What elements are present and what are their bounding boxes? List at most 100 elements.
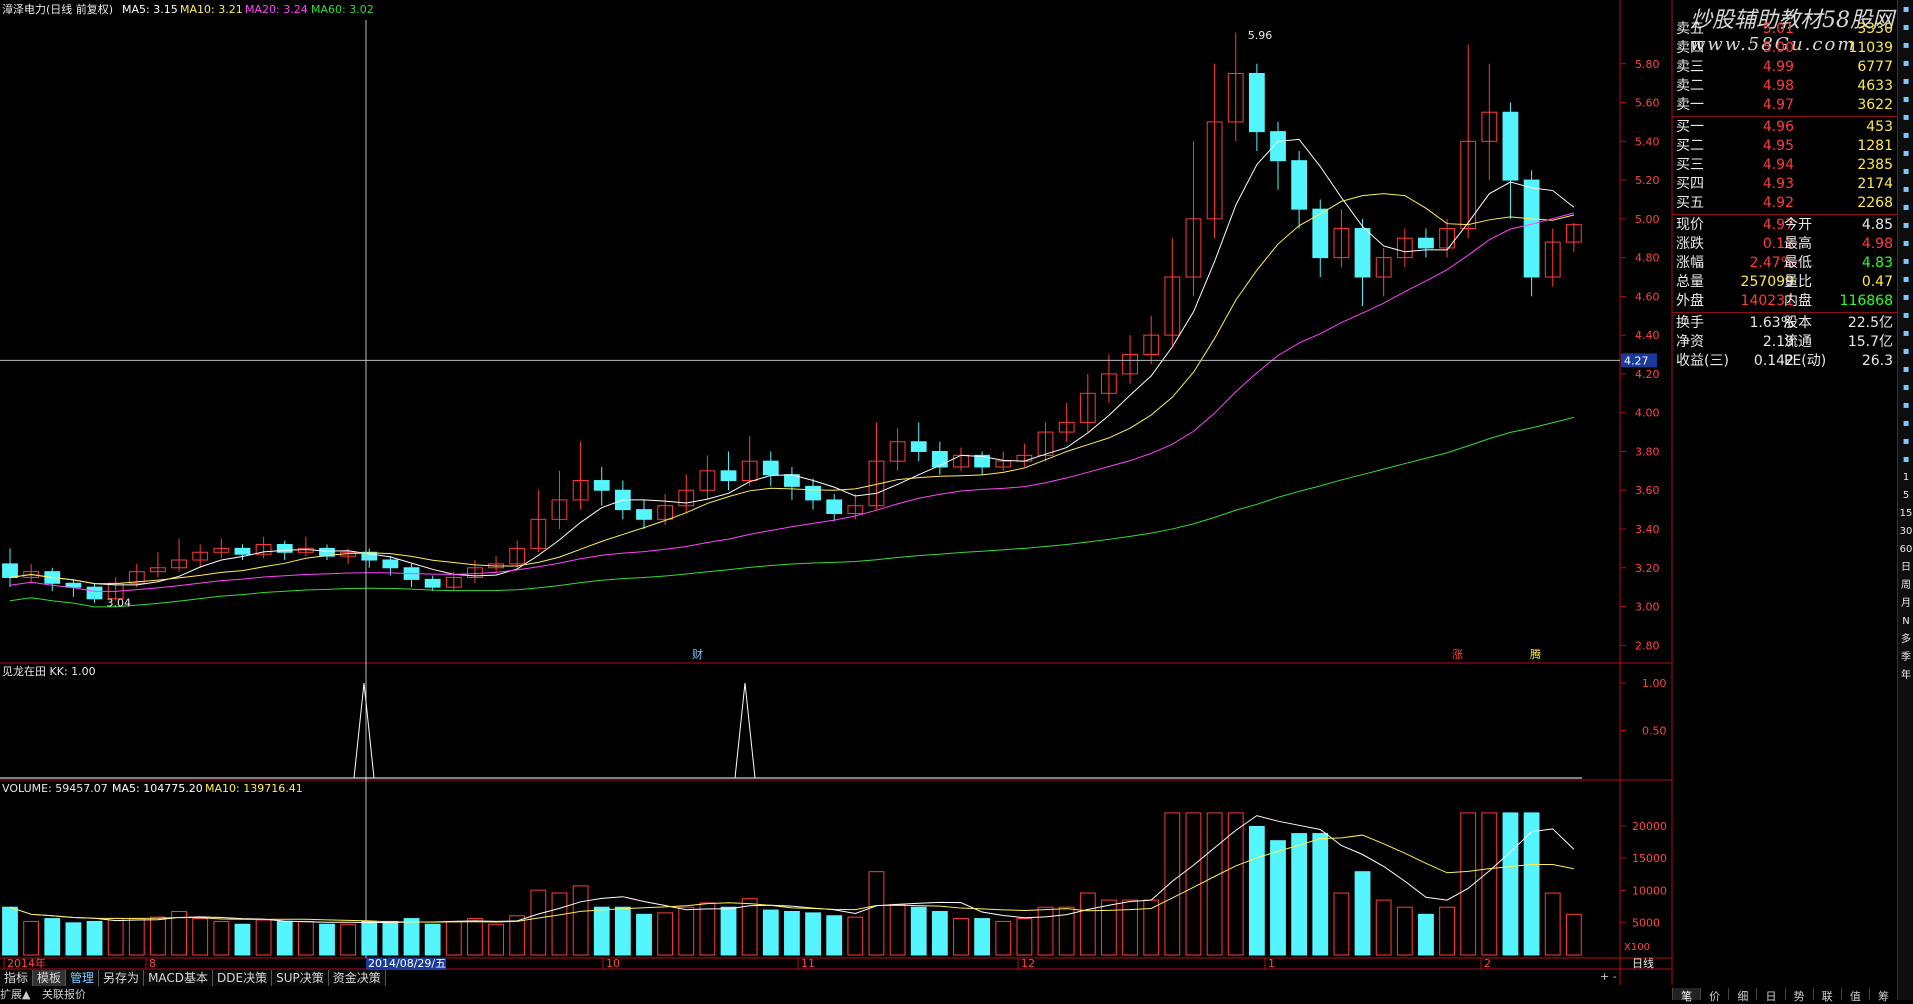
right-tab-1[interactable]: 价 xyxy=(1700,988,1728,1003)
right-tab-7[interactable]: 筹 xyxy=(1868,988,1897,1003)
tab-1[interactable]: 模板 xyxy=(33,970,67,986)
stat-row: 涨幅 2.47% 最低 4.83 xyxy=(1672,254,1897,273)
buy-row-3-volume: 2385 xyxy=(1857,157,1893,173)
tool-icon[interactable]: ▪ xyxy=(1902,220,1910,231)
period-button[interactable]: 60 xyxy=(1899,544,1913,555)
tool-icon[interactable]: ▪ xyxy=(1902,130,1910,141)
candle-body xyxy=(234,547,251,555)
candle-body xyxy=(276,544,293,553)
related-quote-button[interactable]: 关联报价 xyxy=(41,988,86,1001)
tab-0[interactable]: 指标 xyxy=(0,970,34,986)
volume-bar xyxy=(1016,918,1033,956)
finance-row: 收益(三) 0.142 PE(动) 26.3 xyxy=(1672,352,1897,371)
stat-label: 现价 xyxy=(1676,217,1704,233)
volume-bar xyxy=(150,916,166,956)
zoom-out-button[interactable]: - xyxy=(1612,970,1617,983)
tool-icon[interactable]: ▪ xyxy=(1902,328,1910,339)
sell-row-3-volume: 6777 xyxy=(1857,59,1893,75)
tool-icon[interactable]: ▪ xyxy=(1902,4,1910,15)
volume-bar xyxy=(488,923,504,956)
buy-row-5: 买五 4.92 2268 xyxy=(1672,194,1897,213)
tool-icon[interactable]: ▪ xyxy=(1902,292,1910,303)
tool-icon[interactable]: ▪ xyxy=(1902,454,1910,465)
tool-icon[interactable]: ▪ xyxy=(1902,274,1910,285)
tab-5[interactable]: DDE决策 xyxy=(213,970,273,986)
tool-icon[interactable]: ▪ xyxy=(1902,166,1910,177)
buy-row-5-price: 4.92 xyxy=(1762,195,1794,211)
candle-body xyxy=(1565,224,1582,243)
crosshair-date-box xyxy=(366,958,446,970)
tool-icon[interactable]: ▪ xyxy=(1902,148,1910,159)
volume-bar xyxy=(1185,812,1202,956)
tool-icon[interactable]: ▪ xyxy=(1902,436,1910,447)
period-button[interactable]: 15 xyxy=(1899,508,1913,519)
tool-icon[interactable]: ▪ xyxy=(1902,94,1910,105)
period-button[interactable]: 日 xyxy=(1901,562,1911,573)
tool-icon[interactable]: ▪ xyxy=(1902,202,1910,213)
volume-bar xyxy=(530,889,547,956)
period-button[interactable]: 月 xyxy=(1901,598,1911,609)
tool-icon[interactable]: ▪ xyxy=(1902,364,1910,375)
right-tab-3[interactable]: 日 xyxy=(1756,988,1784,1003)
tool-icon[interactable]: ▪ xyxy=(1902,382,1910,393)
period-button[interactable]: 年 xyxy=(1901,670,1911,681)
right-tab-4[interactable]: 势 xyxy=(1784,988,1813,1003)
tool-icon[interactable]: ▪ xyxy=(1902,418,1910,429)
buy-row-2-volume: 1281 xyxy=(1857,138,1893,154)
stat-value: 4.98 xyxy=(1861,236,1893,252)
tool-icon[interactable]: ▪ xyxy=(1902,58,1910,69)
volume-bar xyxy=(171,910,187,956)
tool-icon[interactable]: ▪ xyxy=(1902,238,1910,249)
candle-body xyxy=(467,567,483,578)
buy-row-1-price: 4.96 xyxy=(1762,119,1794,135)
volume-tick-label: 15000 xyxy=(1632,852,1667,865)
finance-row: 净资 2.19 流通 15.7亿 xyxy=(1672,333,1897,352)
sell-row-2: 卖二 4.98 4633 xyxy=(1672,77,1897,96)
tool-icon[interactable]: ▪ xyxy=(1902,40,1910,51)
period-button[interactable]: 1 xyxy=(1902,472,1910,483)
volume-bar xyxy=(467,918,483,956)
period-button[interactable]: 多 xyxy=(1901,634,1911,645)
volume-tick-label: 20000 xyxy=(1632,820,1667,833)
period-button[interactable]: 5 xyxy=(1902,490,1910,501)
candle-body xyxy=(995,460,1012,468)
period-button[interactable]: 周 xyxy=(1901,580,1911,591)
right-tab-6[interactable]: 值 xyxy=(1840,988,1869,1003)
volume-bar xyxy=(297,920,314,956)
price-tick-label: 5.20 xyxy=(1635,174,1660,187)
candle-body xyxy=(1079,392,1096,423)
expand-button[interactable]: 扩展▲ xyxy=(0,988,31,1001)
candle-body xyxy=(572,480,589,501)
tab-7[interactable]: 资金决策 xyxy=(328,970,386,986)
tool-icon[interactable]: ▪ xyxy=(1902,22,1910,33)
tool-icon[interactable]: ▪ xyxy=(1902,400,1910,411)
volume-bar xyxy=(1079,892,1096,956)
volume-bar xyxy=(678,906,695,956)
footer-controls: + - xyxy=(1600,970,1617,983)
right-tab-2[interactable]: 细 xyxy=(1728,988,1756,1003)
price-tick-label: 5.00 xyxy=(1635,213,1660,226)
ma20-line xyxy=(9,212,1574,592)
tool-icon[interactable]: ▪ xyxy=(1902,76,1910,87)
tab-4[interactable]: MACD基本 xyxy=(144,970,214,986)
tool-icon[interactable]: ▪ xyxy=(1902,184,1910,195)
period-button[interactable]: N xyxy=(1902,616,1910,627)
period-button[interactable]: 30 xyxy=(1899,526,1913,537)
period-button[interactable]: 季 xyxy=(1901,652,1911,663)
tool-icon[interactable]: ▪ xyxy=(1902,310,1910,321)
tool-icon[interactable]: ▪ xyxy=(1902,346,1910,357)
tab-3[interactable]: 另存为 xyxy=(99,970,145,986)
crosshair-date-label: 2014/08/29/五 xyxy=(368,957,446,970)
tab-2[interactable]: 管理 xyxy=(66,970,100,986)
volume-bar xyxy=(340,923,357,956)
right-tab-0[interactable]: 笔 xyxy=(1672,988,1701,1003)
tool-icon[interactable]: ▪ xyxy=(1902,112,1910,123)
right-tab-5[interactable]: 联 xyxy=(1812,988,1841,1003)
candle-body xyxy=(1206,121,1223,220)
candle-body xyxy=(86,586,103,600)
tool-icon[interactable]: ▪ xyxy=(1902,256,1910,267)
tab-6[interactable]: SUP决策 xyxy=(272,970,329,986)
watermark-line1: 炒股辅助教材58股网 xyxy=(1690,8,1894,33)
zoom-in-button[interactable]: + xyxy=(1600,970,1610,983)
